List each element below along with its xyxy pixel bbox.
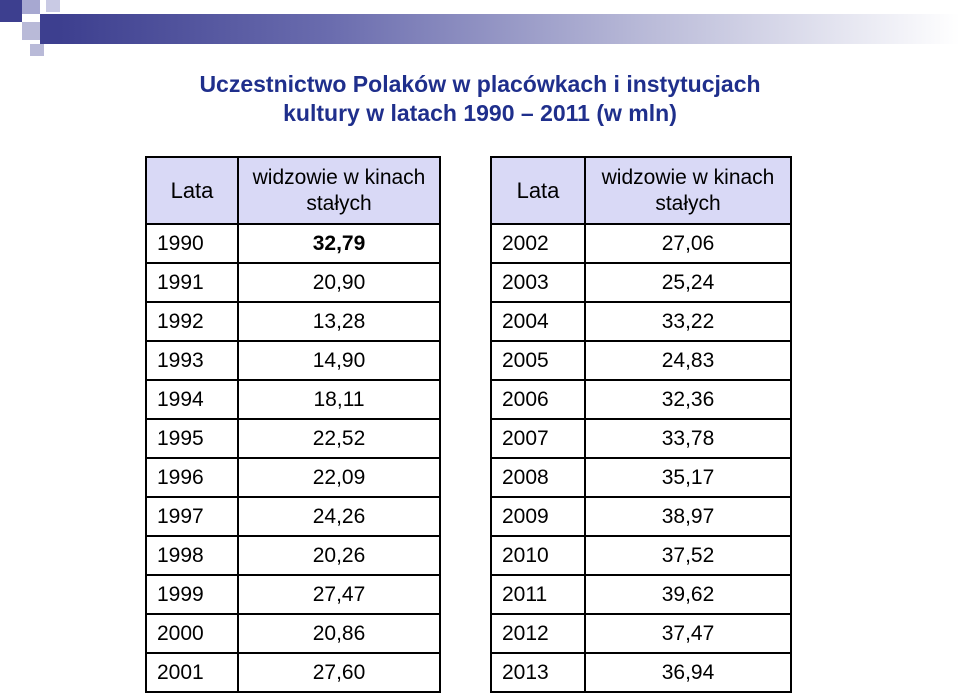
value-cell: 37,47 [584, 613, 792, 654]
table-row: 2003 25,24 [490, 262, 792, 303]
value-cell: 38,97 [584, 496, 792, 537]
year-cell: 1996 [145, 457, 239, 498]
year-cell: 1995 [145, 418, 239, 459]
year-cell: 1994 [145, 379, 239, 420]
year-cell: 2002 [490, 223, 586, 264]
table-row: 1999 27,47 [145, 574, 441, 615]
header-value: widzowie w kinach stałych [584, 156, 792, 225]
year-cell: 2008 [490, 457, 586, 498]
table-row: 1991 20,90 [145, 262, 441, 303]
table-row: 1998 20,26 [145, 535, 441, 576]
value-cell: 24,26 [237, 496, 441, 537]
table-row: 2004 33,22 [490, 301, 792, 342]
table-header-row: Lata widzowie w kinach stałych [490, 156, 792, 225]
year-cell: 2000 [145, 613, 239, 654]
header-year: Lata [145, 156, 239, 225]
value-cell: 33,22 [584, 301, 792, 342]
table-row: 2009 38,97 [490, 496, 792, 537]
value-cell: 39,62 [584, 574, 792, 615]
deco-square [0, 0, 22, 22]
value-cell: 37,52 [584, 535, 792, 576]
table-row: 2013 36,94 [490, 652, 792, 693]
table-row: 2001 27,60 [145, 652, 441, 693]
year-cell: 2001 [145, 652, 239, 693]
value-cell: 14,90 [237, 340, 441, 381]
value-cell: 24,83 [584, 340, 792, 381]
value-cell: 22,09 [237, 457, 441, 498]
table-row: 2008 35,17 [490, 457, 792, 498]
table-row: 2007 33,78 [490, 418, 792, 459]
value-cell: 32,79 [237, 223, 441, 264]
table-row: 2005 24,83 [490, 340, 792, 381]
table-row: 1990 32,79 [145, 223, 441, 264]
table-row: 2000 20,86 [145, 613, 441, 654]
year-cell: 2011 [490, 574, 586, 615]
year-cell: 1998 [145, 535, 239, 576]
year-cell: 1991 [145, 262, 239, 303]
table-row: 2012 37,47 [490, 613, 792, 654]
year-cell: 2005 [490, 340, 586, 381]
header-year: Lata [490, 156, 586, 225]
header-gradient-bar [60, 14, 960, 44]
value-cell: 35,17 [584, 457, 792, 498]
table-row: 1997 24,26 [145, 496, 441, 537]
deco-square [30, 44, 44, 56]
header-value: widzowie w kinach stałych [237, 156, 441, 225]
value-cell: 20,86 [237, 613, 441, 654]
value-cell: 25,24 [584, 262, 792, 303]
year-cell: 2007 [490, 418, 586, 459]
value-cell: 20,26 [237, 535, 441, 576]
table-row: 1994 18,11 [145, 379, 441, 420]
table-row: 1992 13,28 [145, 301, 441, 342]
year-cell: 2013 [490, 652, 586, 693]
deco-square [22, 22, 40, 40]
value-cell: 20,90 [237, 262, 441, 303]
year-cell: 2010 [490, 535, 586, 576]
table-row: 2011 39,62 [490, 574, 792, 615]
table-row: 2002 27,06 [490, 223, 792, 264]
value-cell: 33,78 [584, 418, 792, 459]
title-line-1: Uczestnictwo Polaków w placówkach i inst… [199, 71, 761, 97]
table-row: 1993 14,90 [145, 340, 441, 381]
year-cell: 2012 [490, 613, 586, 654]
year-cell: 1990 [145, 223, 239, 264]
deco-square [22, 0, 40, 14]
table-row: 2010 37,52 [490, 535, 792, 576]
year-cell: 1997 [145, 496, 239, 537]
table-1990-2001: Lata widzowie w kinach stałych 1990 32,79… [145, 156, 441, 693]
year-cell: 1999 [145, 574, 239, 615]
table-2002-2013: Lata widzowie w kinach stałych 2002 27,06… [490, 156, 792, 693]
table-header-row: Lata widzowie w kinach stałych [145, 156, 441, 225]
value-cell: 22,52 [237, 418, 441, 459]
value-cell: 27,06 [584, 223, 792, 264]
value-cell: 27,60 [237, 652, 441, 693]
deco-square [40, 14, 60, 44]
year-cell: 2006 [490, 379, 586, 420]
title-line-2: kultury w latach 1990 – 2011 (w mln) [283, 100, 677, 126]
year-cell: 1993 [145, 340, 239, 381]
year-cell: 2009 [490, 496, 586, 537]
table-row: 1995 22,52 [145, 418, 441, 459]
deco-square [46, 0, 60, 12]
year-cell: 2003 [490, 262, 586, 303]
year-cell: 1992 [145, 301, 239, 342]
value-cell: 27,47 [237, 574, 441, 615]
table-row: 1996 22,09 [145, 457, 441, 498]
value-cell: 18,11 [237, 379, 441, 420]
value-cell: 36,94 [584, 652, 792, 693]
value-cell: 32,36 [584, 379, 792, 420]
value-cell: 13,28 [237, 301, 441, 342]
year-cell: 2004 [490, 301, 586, 342]
page-title: Uczestnictwo Polaków w placówkach i inst… [0, 70, 960, 128]
table-row: 2006 32,36 [490, 379, 792, 420]
